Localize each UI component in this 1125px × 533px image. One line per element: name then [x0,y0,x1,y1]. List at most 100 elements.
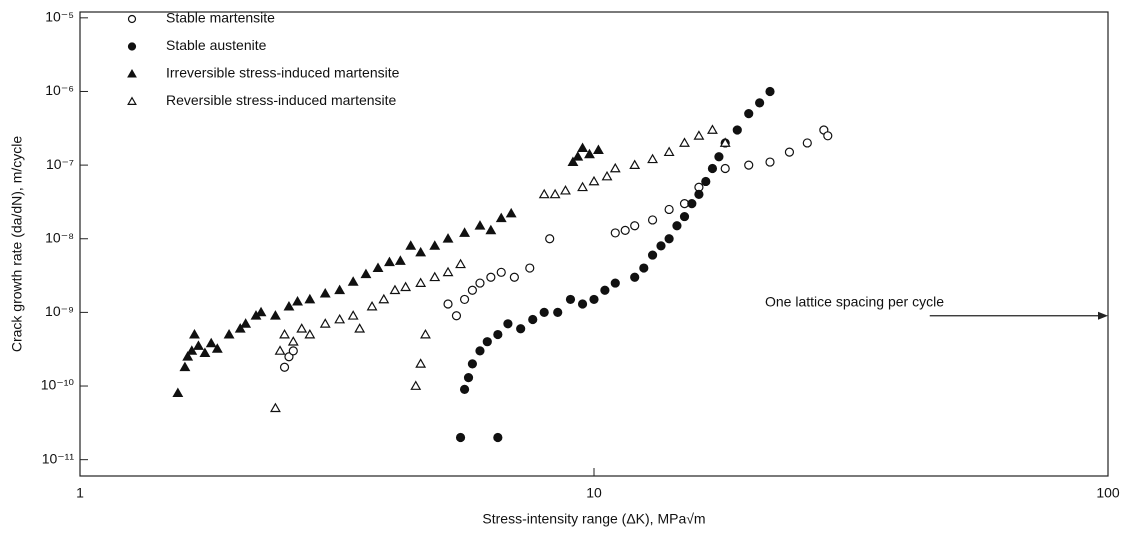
triangle-marker [366,300,378,311]
triangle-marker [410,380,422,390]
triangle-marker [384,256,395,267]
x-tick-label: 100 [1096,485,1120,501]
triangle-marker [269,402,281,413]
triangle-marker [182,351,194,361]
circle-marker [765,86,775,97]
triangle-marker [679,137,690,147]
y-tick-label: 10⁻⁸ [45,229,74,245]
triangle-marker [485,224,497,235]
triangle-marker [360,268,372,279]
circle-marker [475,346,485,356]
triangle-marker [354,323,366,333]
circle-marker [679,211,690,222]
y-tick-label: 10⁻⁵ [45,9,74,25]
triangle-marker [334,313,346,324]
triangle-marker [609,162,621,173]
triangle-marker [459,227,471,237]
legend-label: Stable austenite [166,37,267,53]
annotation-text: One lattice spacing per cycle [765,293,944,309]
triangle-marker [193,340,204,350]
triangle-marker [577,181,588,192]
circle-marker [784,147,795,157]
triangle-marker [283,300,295,311]
y-tick-label: 10⁻⁹ [45,303,74,319]
triangle-marker [601,170,613,181]
circle-marker [288,346,298,356]
triangle-marker [269,310,281,320]
triangle-marker [279,328,290,339]
triangle-marker [442,266,454,277]
circle-marker [620,225,630,235]
triangle-marker [287,336,299,346]
circle-marker [656,241,666,251]
circle-marker [630,221,640,231]
x-axis-label: Stress-intensity range (ΔK), MPa√m [482,511,705,527]
circle-marker [577,299,588,309]
circle-marker [553,307,563,317]
triangle-marker [455,258,466,269]
y-axis-label: Crack growth rate (da/dN), m/cycle [9,136,25,352]
triangle-marker [234,323,246,333]
circle-marker [823,131,833,141]
triangle-marker [572,151,584,161]
triangle-marker [240,318,252,328]
circle-marker [565,294,576,305]
triangle-marker [429,240,441,250]
triangle-marker [577,142,588,153]
triangle-marker [592,144,604,154]
circle-marker [525,263,535,273]
circle-marker [493,432,503,443]
circle-marker [707,163,718,174]
circle-marker [509,272,519,282]
triangle-marker [693,130,705,140]
circle-marker [127,14,137,24]
triangle-marker [211,343,223,353]
circle-marker [482,337,492,347]
triangle-marker [205,337,217,348]
circle-marker [451,311,462,321]
triangle-marker [560,185,571,195]
triangle-marker [292,296,303,306]
triangle-marker [400,281,412,292]
circle-marker [496,267,506,277]
x-tick-label: 10 [586,485,602,501]
circle-marker [720,163,730,174]
circle-marker [744,109,754,119]
triangle-marker [127,96,137,105]
circle-marker [493,329,503,340]
circle-marker [610,228,620,238]
circle-marker [802,138,812,148]
triangle-marker [405,240,417,250]
circle-marker [467,359,478,369]
triangle-marker [474,220,486,230]
circle-marker [664,204,674,215]
triangle-marker [378,293,390,304]
triangle-marker [304,328,316,339]
legend-label: Irreversible stress-induced martensite [166,65,400,81]
triangle-marker [319,287,331,298]
circle-marker [516,324,526,334]
circle-marker [463,373,474,383]
triangle-marker [584,148,595,159]
circle-marker [630,272,640,282]
triangle-marker [707,124,718,134]
triangle-marker [415,358,427,368]
triangle-marker [420,328,431,339]
circle-marker [589,294,599,305]
circle-marker [459,294,470,305]
circle-marker [539,307,549,317]
circle-marker [672,221,682,231]
triangle-marker [567,156,579,166]
triangle-marker [588,175,600,186]
circle-marker [279,362,290,372]
triangle-marker [172,387,184,398]
triangle-marker [296,323,308,333]
circle-marker [528,314,538,325]
triangle-marker [394,255,406,265]
triangle-marker [334,284,346,295]
triangle-marker [255,306,267,317]
triangle-marker [389,284,401,295]
circle-marker [701,176,711,187]
x-tick-label: 1 [76,485,84,501]
